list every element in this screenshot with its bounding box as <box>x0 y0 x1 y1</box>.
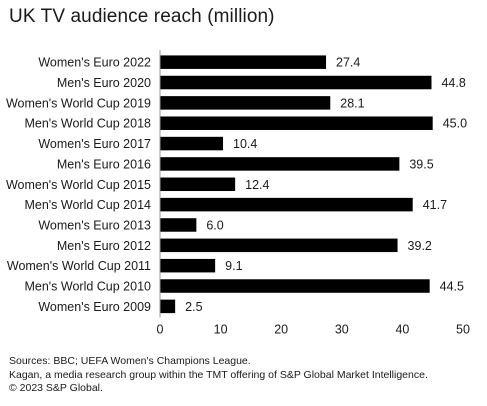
value-label: 39.5 <box>409 157 433 171</box>
bar <box>160 177 236 192</box>
x-tick-label: 10 <box>214 323 228 337</box>
category-label: Women's Euro 2022 <box>38 56 151 70</box>
category-label: Women's Euro 2009 <box>38 300 151 314</box>
value-label: 39.2 <box>408 239 432 253</box>
value-label: 41.7 <box>423 198 447 212</box>
category-label: Men's Euro 2016 <box>57 157 151 171</box>
x-tick-label: 50 <box>456 323 470 337</box>
bar <box>160 96 331 110</box>
category-label: Men's Euro 2020 <box>57 76 151 90</box>
bar <box>160 55 327 69</box>
attribution-note: Kagan, a media research group within the… <box>9 368 428 381</box>
bar <box>160 116 433 130</box>
value-label: 9.1 <box>225 259 242 273</box>
category-label: Men's World Cup 2014 <box>24 198 151 212</box>
value-label: 27.4 <box>336 56 360 70</box>
x-tick-label: 0 <box>157 323 164 337</box>
category-label: Women's Euro 2017 <box>38 137 151 151</box>
value-label: 28.1 <box>340 96 364 110</box>
category-label: Women's World Cup 2019 <box>6 96 151 110</box>
value-label: 10.4 <box>233 137 257 151</box>
copyright-note: © 2023 S&P Global. <box>9 382 103 394</box>
source-note: Sources: BBC; UEFA Women's Champions Lea… <box>9 355 251 367</box>
chart-footer: Sources: BBC; UEFA Women's Champions Lea… <box>9 355 428 396</box>
category-label: Women's Euro 2013 <box>38 218 151 232</box>
chart-title: UK TV audience reach (million) <box>9 6 275 27</box>
category-label: Men's Euro 2012 <box>57 239 151 253</box>
bar <box>160 136 224 151</box>
x-tick-label: 30 <box>335 323 349 337</box>
category-label: Men's World Cup 2018 <box>24 117 151 131</box>
category-label: Women's World Cup 2011 <box>7 259 151 273</box>
x-tick-label: 20 <box>274 323 288 337</box>
bar <box>160 258 216 273</box>
category-label: Women's World Cup 2015 <box>6 178 151 192</box>
bar <box>160 157 400 171</box>
value-label: 2.5 <box>185 300 202 314</box>
bar <box>160 238 398 253</box>
value-label: 44.8 <box>441 76 465 90</box>
bar <box>160 197 413 212</box>
value-label: 45.0 <box>443 117 467 131</box>
bar <box>160 299 176 314</box>
value-label: 44.5 <box>440 280 464 294</box>
value-label: 6.0 <box>206 218 223 232</box>
x-tick-label: 40 <box>395 323 409 337</box>
bar <box>160 218 197 232</box>
bar <box>160 279 430 293</box>
value-label: 12.4 <box>245 178 269 192</box>
category-label: Men's World Cup 2010 <box>24 280 151 294</box>
bar-chart: Women's Euro 2022 27.4 Men's Euro 2020 44.8… <box>6 50 470 337</box>
bar <box>160 75 432 90</box>
